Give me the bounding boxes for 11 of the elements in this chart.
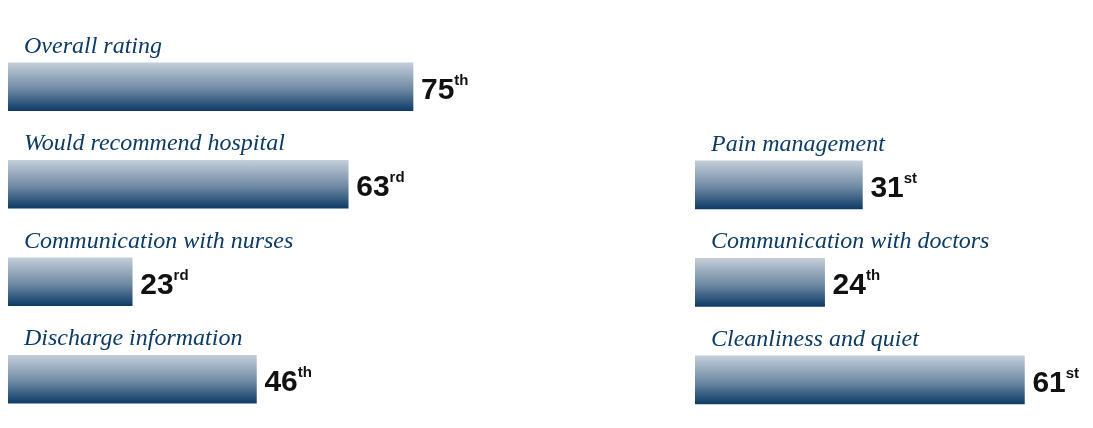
- y-tick-label: Would recommend hospital: [24, 129, 286, 156]
- y-tick-label: Communication with doctors: [711, 226, 990, 253]
- y-tick-label: Discharge information: [23, 324, 243, 351]
- y-tick-label: Communication with nurses: [24, 226, 294, 253]
- y-tick-label: Cleanliness and quiet: [711, 324, 921, 351]
- bar: [8, 159, 349, 209]
- y-tick-label: Overall rating: [24, 31, 162, 58]
- bar: [8, 354, 257, 404]
- bar: [8, 62, 414, 112]
- y-tick-label: Pain management: [710, 129, 887, 156]
- bar: [8, 257, 133, 307]
